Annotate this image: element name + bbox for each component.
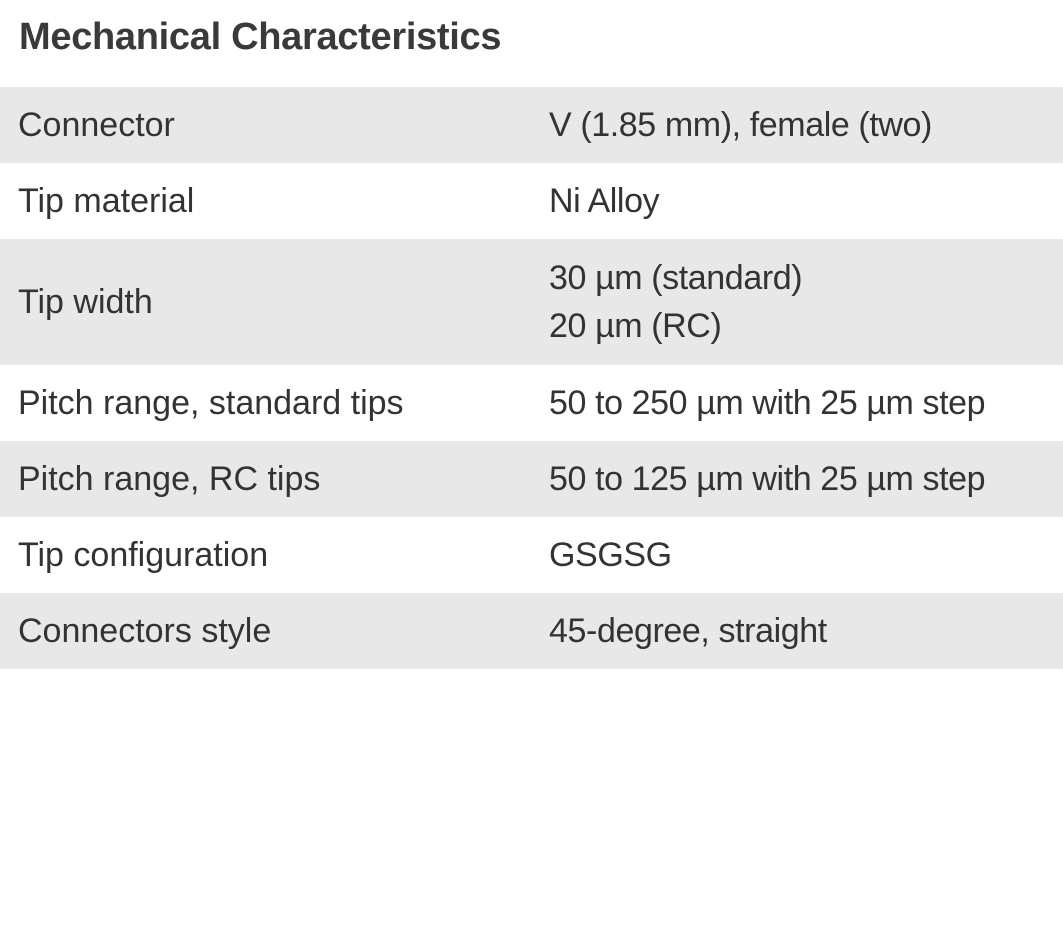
row-label: Tip material: [18, 181, 195, 220]
table-row-tip-configuration: Tip configuration GSGSG: [0, 517, 1063, 593]
row-label: Tip width: [18, 282, 153, 321]
row-label: Connectors style: [18, 611, 272, 650]
row-value-line: 50 to 250 µm with 25 µm step: [549, 384, 986, 422]
row-value: 50 to 125 µm with 25 µm step: [549, 455, 1063, 503]
row-value-line: GSGSG: [549, 536, 672, 574]
table-row-connectors-style: Connectors style 45-degree, straight: [0, 593, 1063, 669]
row-label: Connector: [18, 105, 175, 144]
row-value: 45-degree, straight: [549, 607, 1063, 655]
section-title: Mechanical Characteristics: [19, 16, 502, 58]
table-row-pitch-range-rc: Pitch range, RC tips 50 to 125 µm with 2…: [0, 441, 1063, 517]
row-value: 30 µm (standard) 20 µm (RC): [549, 254, 1063, 350]
row-value-line: V (1.85 mm), female (two): [549, 106, 932, 144]
row-value: GSGSG: [549, 531, 1063, 579]
table-row-connector: Connector V (1.85 mm), female (two): [0, 87, 1063, 163]
characteristics-table: Connector V (1.85 mm), female (two) Tip …: [0, 87, 1063, 669]
row-value-line: 50 to 125 µm with 25 µm step: [549, 460, 986, 498]
row-value-line: 45-degree, straight: [549, 612, 827, 650]
row-label: Pitch range, standard tips: [18, 383, 404, 422]
row-value-line: Ni Alloy: [549, 182, 660, 220]
row-value: V (1.85 mm), female (two): [549, 101, 1063, 149]
table-row-pitch-range-standard: Pitch range, standard tips 50 to 250 µm …: [0, 365, 1063, 441]
row-value-line: 20 µm (RC): [549, 307, 722, 345]
row-value: Ni Alloy: [549, 177, 1063, 225]
table-row-tip-width: Tip width 30 µm (standard) 20 µm (RC): [0, 239, 1063, 365]
row-value-line: 30 µm (standard): [549, 259, 803, 297]
row-label: Pitch range, RC tips: [18, 459, 321, 498]
row-label: Tip configuration: [18, 535, 269, 574]
table-row-tip-material: Tip material Ni Alloy: [0, 163, 1063, 239]
row-value: 50 to 250 µm with 25 µm step: [549, 379, 1063, 427]
